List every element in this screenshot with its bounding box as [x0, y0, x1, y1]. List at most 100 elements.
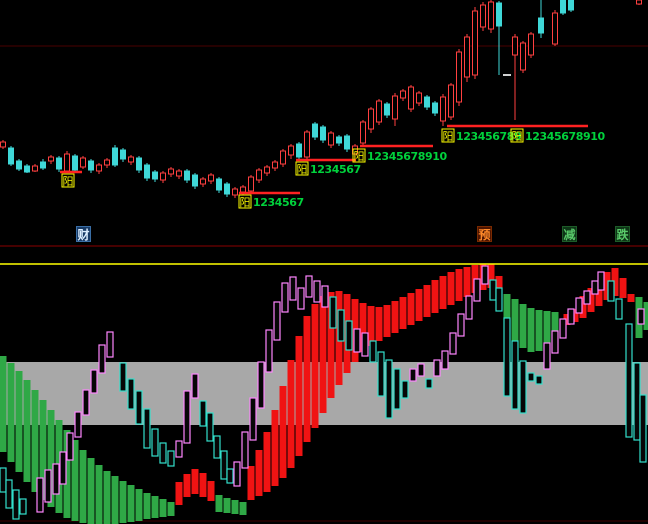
candle-body	[112, 147, 118, 166]
indicator-candle	[457, 313, 465, 337]
candle-body	[96, 164, 102, 172]
indicator-candle	[143, 408, 151, 449]
indicator-candle	[305, 275, 313, 298]
yang-label-text: 阳	[240, 196, 251, 209]
candle-body	[538, 17, 544, 34]
indicator-candle	[401, 380, 409, 399]
candle-body	[440, 96, 446, 122]
indicator-bar	[39, 400, 47, 500]
candle-body	[520, 42, 526, 71]
indicator-bar	[271, 410, 279, 486]
candle-body	[360, 121, 366, 144]
candle-body	[552, 12, 558, 45]
candle-body	[280, 150, 286, 165]
indicator-bar	[423, 285, 431, 317]
candle-body	[376, 100, 382, 123]
candle-body	[240, 186, 246, 193]
candle-body	[256, 169, 262, 181]
indicator-candle	[345, 320, 353, 351]
indicator-bar	[571, 309, 579, 322]
indicator-bar	[627, 294, 635, 302]
candle-body	[288, 145, 294, 156]
indicator-bar	[543, 311, 551, 348]
indicator-bar	[503, 294, 511, 333]
indicator-candle	[213, 435, 221, 459]
indicator-bar	[407, 293, 415, 325]
yang-label-text: 阳	[512, 130, 523, 143]
indicator-bar	[587, 288, 595, 312]
day-count-digits: 12345678910	[525, 130, 606, 143]
indicator-candle	[106, 331, 114, 358]
indicator-bar	[375, 307, 383, 341]
signal-label-cai: 财	[76, 226, 91, 242]
candle-body	[320, 126, 326, 141]
yang-label-box	[238, 194, 252, 209]
candle-body	[200, 178, 206, 185]
indicator-candle	[199, 400, 207, 427]
candle-body	[304, 131, 310, 158]
indicator-candle	[36, 477, 44, 513]
indicator-candle	[433, 359, 441, 377]
indicator-bar	[535, 310, 543, 351]
candle-body	[400, 90, 406, 99]
indicator-candle	[233, 461, 241, 487]
candle-body	[152, 171, 158, 180]
candle-body	[328, 132, 334, 146]
indicator-candle	[583, 290, 591, 305]
indicator-bar	[95, 465, 103, 524]
candle-body	[104, 159, 110, 166]
indicator-candle	[297, 287, 305, 310]
indicator-candle	[495, 287, 503, 312]
indicator-candle	[127, 378, 135, 410]
candle-body	[336, 136, 342, 144]
indicator-bar	[287, 360, 295, 468]
day-count-digits: 12345678910	[367, 150, 448, 163]
indicator-candle	[425, 378, 433, 389]
yang-label-box	[510, 128, 524, 143]
candle-body	[40, 161, 46, 169]
indicator-candle	[473, 278, 481, 302]
candle-body	[448, 84, 454, 118]
candle-body	[160, 172, 166, 181]
candle-body	[120, 149, 126, 160]
candle-body	[512, 36, 518, 56]
day-count-digits: 123456789	[456, 130, 521, 143]
indicator-bar	[367, 306, 375, 346]
yang-label-text: 阳	[443, 130, 454, 143]
indicator-bar	[431, 280, 439, 313]
yang-label-text: 阳	[297, 163, 308, 176]
indicator-bar	[23, 380, 31, 482]
indicator-candle	[191, 373, 199, 399]
indicator-bar	[511, 299, 519, 341]
indicator-candle	[167, 450, 175, 467]
indicator-bar	[603, 272, 611, 300]
signal-label-die: 跌	[615, 226, 630, 242]
candle-body	[384, 103, 390, 116]
indicator-candle	[559, 318, 567, 339]
indicator-candle	[511, 340, 519, 410]
indicator-candle	[321, 285, 329, 308]
day-count-digits: 1234567	[310, 163, 361, 176]
indicator-candle	[639, 394, 647, 463]
indicator-bar	[87, 458, 95, 524]
indicator-bar	[71, 440, 79, 521]
indicator-bar	[463, 267, 471, 297]
candle-body	[312, 123, 318, 138]
indicator-candle	[281, 282, 289, 313]
indicator-bar	[255, 450, 263, 496]
indicator-candle	[289, 276, 297, 301]
indicator-candle	[625, 323, 633, 438]
indicator-candle	[52, 463, 60, 495]
indicator-bar	[263, 432, 271, 492]
indicator-candle	[175, 440, 183, 458]
indicator-candle	[206, 412, 214, 442]
candle-body	[88, 160, 94, 171]
indicator-candle	[441, 350, 449, 370]
indicator-bar	[47, 410, 55, 507]
indicator-candle	[273, 301, 281, 341]
indicator-candle	[535, 375, 543, 385]
indicator-candle	[59, 451, 67, 485]
indicator-candle	[353, 328, 361, 353]
